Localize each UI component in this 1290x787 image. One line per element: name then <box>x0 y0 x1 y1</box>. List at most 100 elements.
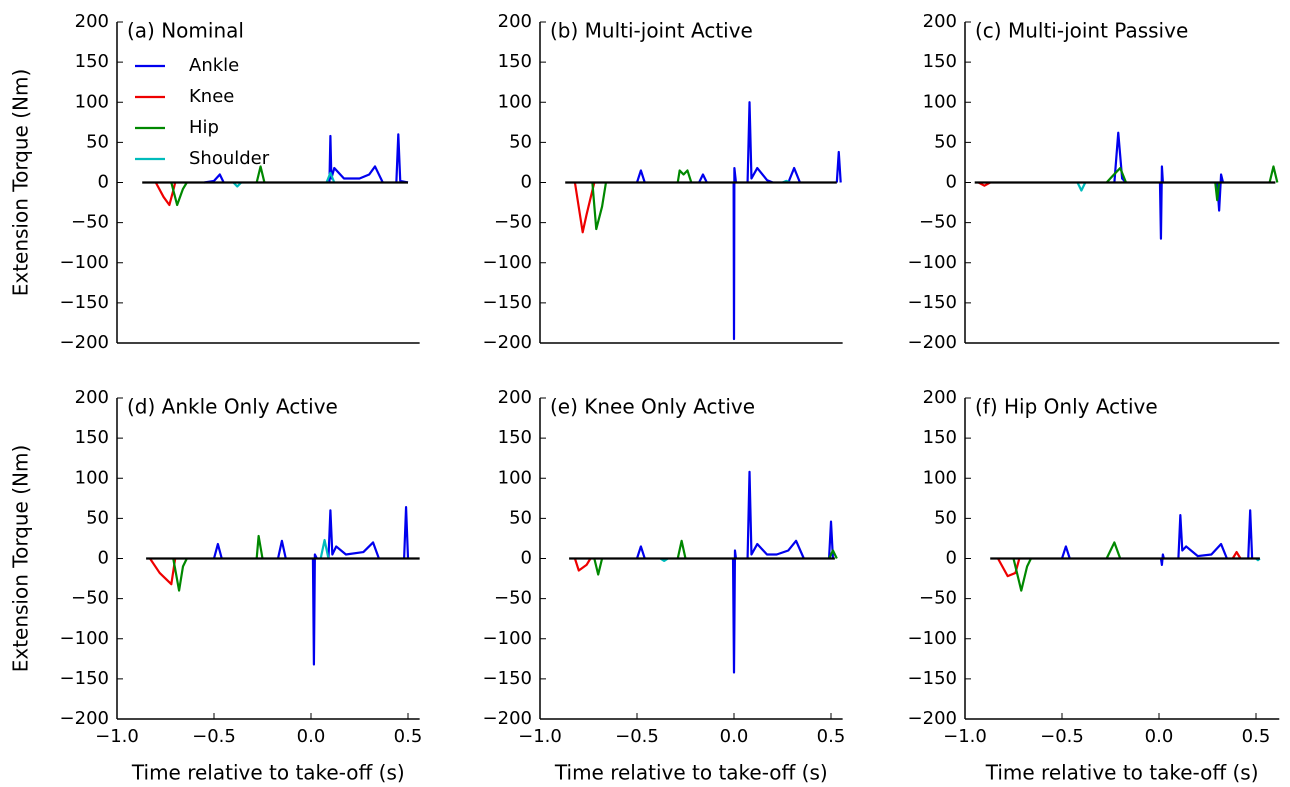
series-line <box>204 173 225 184</box>
series-line <box>232 181 242 188</box>
x-tick-label: 0.0 <box>1145 726 1174 747</box>
legend-label: Ankle <box>189 55 239 76</box>
y-tick-label: −50 <box>71 212 109 233</box>
series-line <box>149 557 177 586</box>
y-tick-label: −100 <box>60 252 109 273</box>
y-tick-label: 200 <box>75 11 109 32</box>
series-line <box>635 545 646 559</box>
series-line <box>255 534 264 559</box>
series-line <box>255 165 266 183</box>
panel-title: (f) Hip Only Active <box>975 395 1158 419</box>
y-axis-label: Extension Torque (Nm) <box>9 69 33 297</box>
series-line <box>676 169 693 183</box>
series-line <box>311 553 318 666</box>
x-tick-label: −0.5 <box>615 726 659 747</box>
x-tick-label: 0.0 <box>297 726 326 747</box>
y-tick-label: −200 <box>908 332 957 353</box>
x-tick-label: −1.0 <box>95 726 139 747</box>
y-tick-label: −200 <box>483 708 532 729</box>
series-line <box>1177 514 1228 559</box>
y-tick-label: −150 <box>908 668 957 689</box>
y-axis-label: Extension Torque (Nm) <box>9 445 33 673</box>
x-tick-label: −0.5 <box>1040 726 1084 747</box>
series-line <box>835 150 842 183</box>
series-line <box>827 520 835 559</box>
y-tick-label: 200 <box>498 11 532 32</box>
series-line <box>154 181 177 207</box>
series-line <box>1247 509 1254 559</box>
series-line <box>1214 182 1221 202</box>
y-tick-label: 150 <box>498 51 532 72</box>
legend-label: Shoulder <box>189 148 270 169</box>
series-line <box>1231 550 1242 560</box>
series-line <box>1158 165 1164 240</box>
series-line <box>403 506 410 559</box>
x-axis-label: Time relative to take-off (s) <box>554 761 828 785</box>
y-tick-label: −200 <box>483 332 532 353</box>
panel-title: (e) Knee Only Active <box>550 395 755 419</box>
legend-label: Knee <box>189 86 234 107</box>
y-tick-label: 50 <box>86 507 109 528</box>
y-tick-label: 50 <box>934 507 957 528</box>
y-tick-label: −50 <box>494 212 532 233</box>
y-tick-label: 100 <box>923 91 957 112</box>
y-tick-label: 50 <box>509 131 532 152</box>
y-tick-label: 150 <box>498 427 532 448</box>
series-line <box>1105 166 1128 184</box>
x-axis-label: Time relative to take-off (s) <box>985 761 1259 785</box>
y-tick-label: 50 <box>934 131 957 152</box>
series-line <box>1268 165 1279 183</box>
series-line <box>731 549 738 674</box>
y-tick-label: 200 <box>498 387 532 408</box>
series-line <box>276 539 287 559</box>
y-tick-label: 100 <box>498 467 532 488</box>
series-line <box>593 558 604 576</box>
series-line <box>746 101 774 184</box>
y-tick-label: −100 <box>908 628 957 649</box>
y-tick-label: −100 <box>483 628 532 649</box>
y-tick-label: 0 <box>946 548 957 569</box>
y-tick-label: 50 <box>86 131 109 152</box>
y-tick-label: 0 <box>98 548 109 569</box>
x-tick-label: 0.5 <box>1242 726 1271 747</box>
series-line <box>997 557 1021 578</box>
y-tick-label: 100 <box>498 91 532 112</box>
series-line <box>635 169 646 183</box>
legend-label: Hip <box>189 117 219 138</box>
series-line <box>172 558 188 592</box>
series-line <box>319 538 330 559</box>
panel-title: (d) Ankle Only Active <box>127 395 338 419</box>
y-tick-label: 150 <box>923 51 957 72</box>
y-tick-label: −150 <box>483 668 532 689</box>
panel-title: (b) Multi-joint Active <box>550 19 753 43</box>
series-line <box>328 134 384 183</box>
y-tick-label: −50 <box>919 212 957 233</box>
y-tick-label: 50 <box>509 507 532 528</box>
series-line <box>676 539 687 559</box>
y-tick-label: 0 <box>521 548 532 569</box>
series-line <box>591 182 608 231</box>
y-tick-label: 150 <box>75 427 109 448</box>
series-line <box>325 171 336 183</box>
series-line <box>746 470 805 559</box>
y-tick-label: −50 <box>71 588 109 609</box>
y-tick-label: 200 <box>75 387 109 408</box>
y-tick-label: 100 <box>75 467 109 488</box>
y-tick-label: −50 <box>494 588 532 609</box>
series-line <box>1060 545 1071 559</box>
y-tick-label: 100 <box>923 467 957 488</box>
series-line <box>1159 553 1165 567</box>
series-line <box>828 549 838 559</box>
series-line <box>732 166 738 341</box>
y-tick-label: 150 <box>75 51 109 72</box>
y-tick-label: 0 <box>98 172 109 193</box>
y-tick-label: 100 <box>75 91 109 112</box>
y-tick-label: −150 <box>60 292 109 313</box>
y-tick-label: −200 <box>60 708 109 729</box>
series-line <box>212 542 223 559</box>
series-line <box>573 182 596 234</box>
y-tick-label: −150 <box>908 292 957 313</box>
series-line <box>698 173 708 183</box>
x-tick-label: −1.0 <box>518 726 562 747</box>
